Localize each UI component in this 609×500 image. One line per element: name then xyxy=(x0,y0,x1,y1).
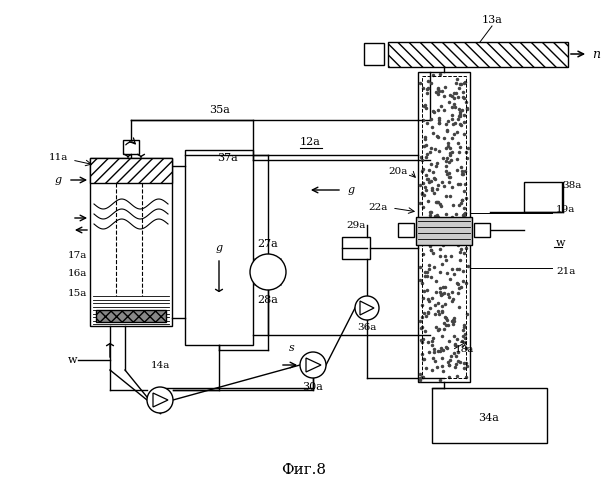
Text: 19a: 19a xyxy=(556,206,576,214)
Text: 34a: 34a xyxy=(479,413,499,423)
Circle shape xyxy=(355,296,379,320)
Bar xyxy=(342,237,370,259)
Circle shape xyxy=(300,352,326,378)
Text: w: w xyxy=(68,355,77,365)
Text: 28a: 28a xyxy=(258,295,278,305)
Bar xyxy=(90,158,172,183)
Text: w: w xyxy=(556,238,566,248)
Text: 29a: 29a xyxy=(347,220,365,230)
Text: 18a: 18a xyxy=(455,346,474,354)
Bar xyxy=(524,182,562,212)
Text: Фиг.8: Фиг.8 xyxy=(281,463,326,477)
Bar xyxy=(398,223,414,237)
Bar xyxy=(123,140,139,154)
Bar xyxy=(432,388,547,443)
Bar xyxy=(416,217,472,245)
Bar xyxy=(418,72,470,382)
Text: 13a: 13a xyxy=(482,15,502,25)
Text: g: g xyxy=(55,175,62,185)
Text: 16a: 16a xyxy=(68,268,87,278)
Text: 30a: 30a xyxy=(303,382,323,392)
Text: 36a: 36a xyxy=(357,324,377,332)
Text: 37a: 37a xyxy=(217,153,238,163)
Text: 22a: 22a xyxy=(368,204,388,212)
Text: 17a: 17a xyxy=(68,250,87,260)
Text: g: g xyxy=(216,243,222,253)
Text: 11a: 11a xyxy=(49,152,68,162)
Text: 12a: 12a xyxy=(300,137,320,147)
Text: 27a: 27a xyxy=(258,239,278,249)
Bar xyxy=(422,76,466,378)
Text: 35a: 35a xyxy=(209,105,230,115)
Bar xyxy=(388,42,568,67)
Text: 15a: 15a xyxy=(68,288,87,298)
Text: 38a: 38a xyxy=(562,180,582,190)
Bar xyxy=(185,150,253,345)
Bar xyxy=(90,158,172,326)
Circle shape xyxy=(250,254,286,290)
Text: 21a: 21a xyxy=(556,268,576,276)
Circle shape xyxy=(147,387,173,413)
Text: 14a: 14a xyxy=(150,360,170,370)
Bar xyxy=(96,310,166,322)
Bar xyxy=(474,223,490,237)
Text: g: g xyxy=(348,185,355,195)
Text: n: n xyxy=(592,48,600,60)
Text: s: s xyxy=(289,343,295,353)
Text: 20a: 20a xyxy=(389,168,408,176)
Bar xyxy=(364,43,384,65)
